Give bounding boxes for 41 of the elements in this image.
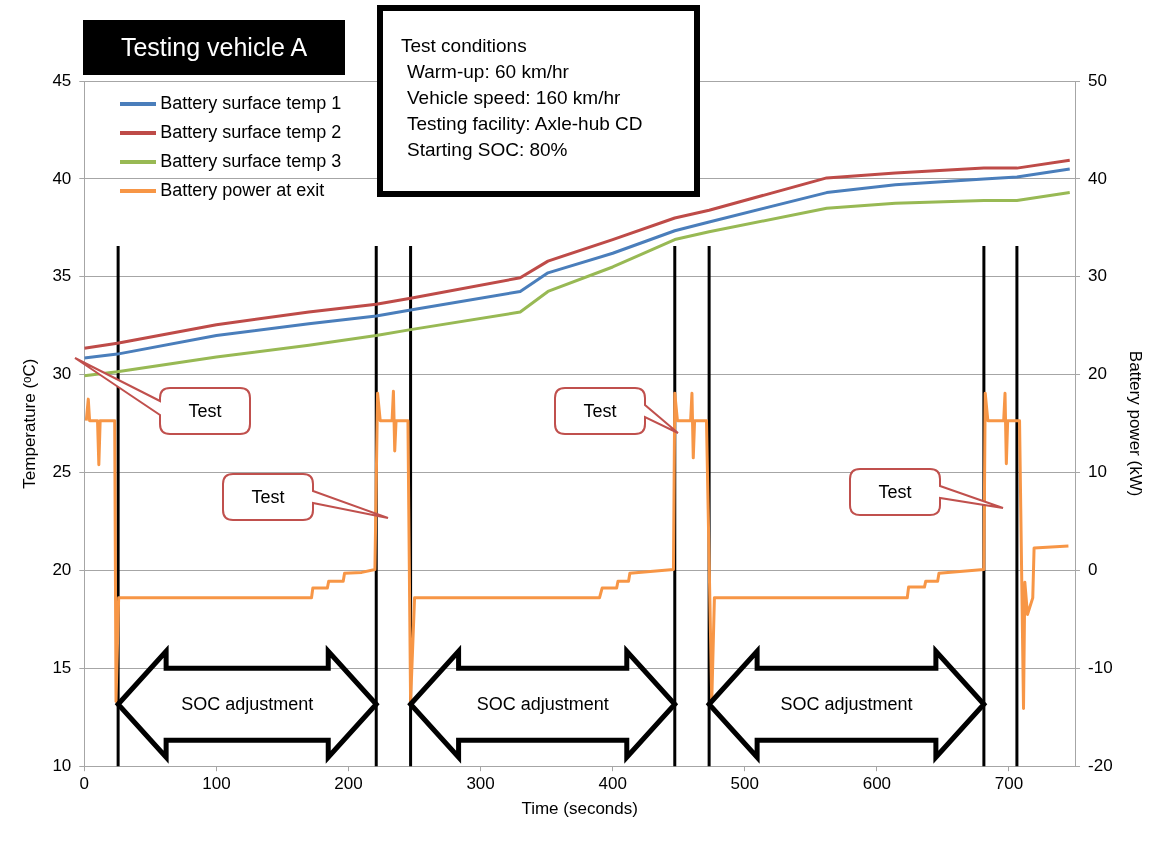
- y-tick-label: 45: [52, 70, 72, 90]
- y-tick-label: 25: [52, 462, 72, 482]
- y2-tick-label: 10: [1088, 462, 1107, 482]
- legend-label: Battery surface temp 2: [160, 121, 342, 144]
- annotation: Test conditions Warm-up: 60 km/hr Vehicle speed: 160 km/hr Testing facility: Axle-hub CD Starting SOC: 80%: [401, 34, 644, 162]
- y-tick-label: 35: [52, 266, 72, 286]
- y2-tick-label: -10: [1088, 658, 1113, 677]
- y2-tick-label: 40: [1088, 168, 1107, 188]
- x-tick-label: 100: [202, 774, 231, 794]
- y-tick-label: 15: [52, 658, 72, 677]
- y2-tick-label: 0: [1088, 560, 1098, 580]
- x-tick-label: 200: [334, 774, 363, 794]
- y-tick-label: 40: [52, 168, 72, 188]
- y2-axis-title: Battery power (kW): [1126, 350, 1146, 497]
- annotation: Test: [188, 401, 222, 421]
- legend-label: Battery surface temp 3: [160, 150, 342, 173]
- annotation: Test: [251, 487, 285, 507]
- y-tick-label: 20: [52, 560, 72, 580]
- y-axis-title: Temperature (ᵒC): [19, 358, 39, 489]
- y-tick-label: 30: [52, 364, 72, 384]
- chart-title: Testing vehicle A: [83, 20, 345, 75]
- y-tick-label: 10: [52, 755, 72, 775]
- annotation: SOC adjustment: [780, 694, 913, 715]
- x-tick-label: 400: [598, 774, 627, 794]
- annotation: Test: [583, 401, 617, 421]
- x-axis-title: Time (seconds): [521, 799, 638, 819]
- x-tick-label: 0: [79, 774, 90, 794]
- x-tick-label: 500: [730, 774, 759, 794]
- y2-tick-label: 30: [1088, 266, 1107, 286]
- x-tick-label: 600: [862, 774, 892, 794]
- y2-tick-label: 50: [1088, 70, 1107, 90]
- annotation: SOC adjustment: [181, 694, 314, 715]
- legend-label: Battery surface temp 1: [160, 92, 342, 115]
- y2-tick-label: 20: [1088, 364, 1107, 384]
- x-tick-label: 700: [994, 774, 1024, 794]
- annotation: Test: [878, 482, 912, 502]
- annotation: SOC adjustment: [476, 694, 609, 715]
- text-box: Test conditions Warm-up: 60 km/hr Vehicle speed: 160 km/hr Testing facility: Axle-hub CD Starting SOC: 80%: [377, 5, 700, 197]
- y2-tick-label: -20: [1088, 755, 1113, 775]
- legend-label: Battery power at exit: [160, 179, 325, 202]
- x-tick-label: 300: [466, 774, 495, 794]
